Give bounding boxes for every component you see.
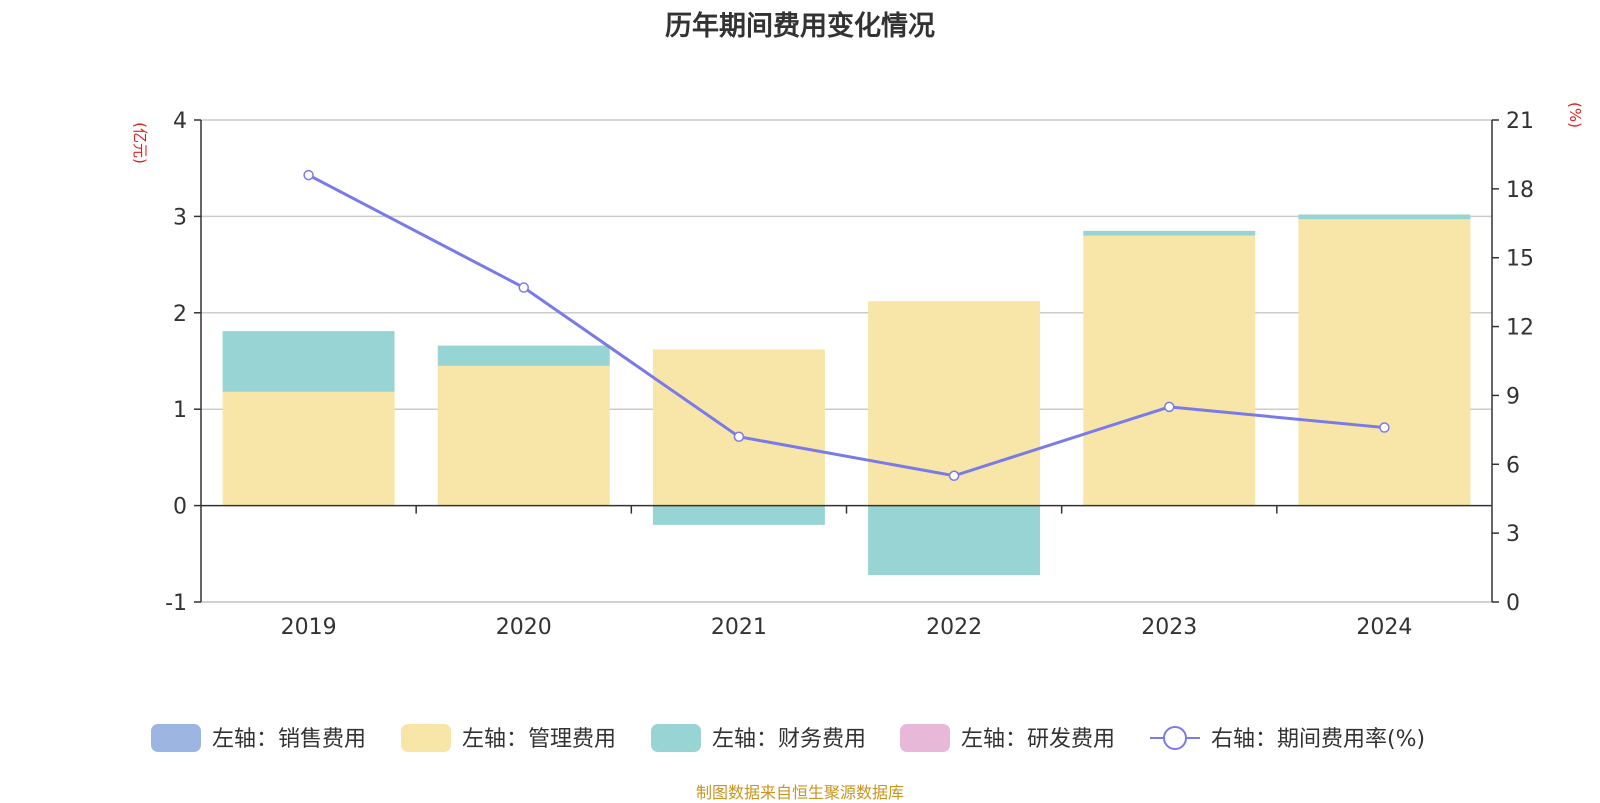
left-tick-label: 1 bbox=[173, 398, 187, 423]
category-label: 2020 bbox=[496, 615, 552, 640]
source-note: 制图数据来自恒生聚源数据库 bbox=[695, 783, 904, 802]
legend-label: 左轴：财务费用 bbox=[712, 727, 866, 752]
legend-swatch bbox=[151, 724, 201, 752]
category-label: 2022 bbox=[926, 615, 982, 640]
category-label: 2024 bbox=[1356, 615, 1412, 640]
right-tick-label: 12 bbox=[1506, 316, 1534, 341]
bar bbox=[437, 365, 610, 506]
rate-point bbox=[303, 169, 314, 181]
right-tick-label: 0 bbox=[1506, 591, 1520, 616]
legend-swatch bbox=[401, 724, 451, 752]
right-tick-label: 9 bbox=[1506, 384, 1520, 409]
legend-label: 左轴：管理费用 bbox=[462, 727, 616, 752]
bar bbox=[1298, 214, 1471, 220]
bar bbox=[1298, 219, 1471, 506]
category-label: 2021 bbox=[711, 615, 767, 640]
rate-point bbox=[518, 282, 529, 293]
chart-title: 历年期间费用变化情况 bbox=[665, 11, 935, 42]
right-tick-label: 18 bbox=[1506, 178, 1534, 203]
bar bbox=[652, 349, 825, 506]
category-label: 2023 bbox=[1141, 615, 1197, 640]
legend-label: 左轴：销售费用 bbox=[212, 727, 366, 752]
right-tick-label: 3 bbox=[1506, 522, 1520, 547]
bar bbox=[1083, 230, 1256, 236]
bar bbox=[868, 505, 1041, 576]
left-tick-label: 4 bbox=[173, 109, 187, 134]
legend-label: 左轴：研发费用 bbox=[961, 727, 1115, 752]
left-tick-label: 3 bbox=[173, 205, 187, 230]
left-tick-label: 2 bbox=[173, 302, 187, 327]
rate-point bbox=[1164, 401, 1175, 413]
legend-swatch bbox=[900, 724, 950, 752]
rate-line bbox=[307, 173, 1385, 478]
line-series bbox=[303, 169, 1390, 482]
right-tick-label: 6 bbox=[1506, 453, 1520, 478]
right-tick-label: 21 bbox=[1506, 109, 1534, 134]
left-tick-label: -1 bbox=[165, 591, 187, 616]
bar bbox=[222, 331, 395, 392]
grid-lines bbox=[201, 119, 1492, 603]
left-axis-unit: (亿元) bbox=[131, 122, 149, 164]
legend: 左轴：销售费用 左轴：管理费用 左轴：财务费用 左轴：研发费用 右轴：期间费用率(%) bbox=[151, 724, 1425, 752]
rate-point bbox=[733, 431, 745, 442]
category-label: 2019 bbox=[281, 615, 337, 640]
bar bbox=[1083, 235, 1256, 506]
right-tick-label: 15 bbox=[1506, 247, 1534, 272]
left-tick-label: 0 bbox=[173, 495, 187, 520]
legend-label: 右轴：期间费用率(%) bbox=[1211, 727, 1425, 752]
bar bbox=[652, 505, 825, 525]
rate-point bbox=[948, 470, 960, 482]
legend-circle-icon bbox=[1163, 726, 1187, 750]
bar bbox=[222, 391, 395, 506]
bar bbox=[437, 345, 610, 366]
right-axis-unit: (%) bbox=[1566, 102, 1584, 128]
bar-series bbox=[222, 214, 1471, 576]
legend-swatch bbox=[651, 724, 701, 752]
rate-point bbox=[1379, 422, 1390, 433]
